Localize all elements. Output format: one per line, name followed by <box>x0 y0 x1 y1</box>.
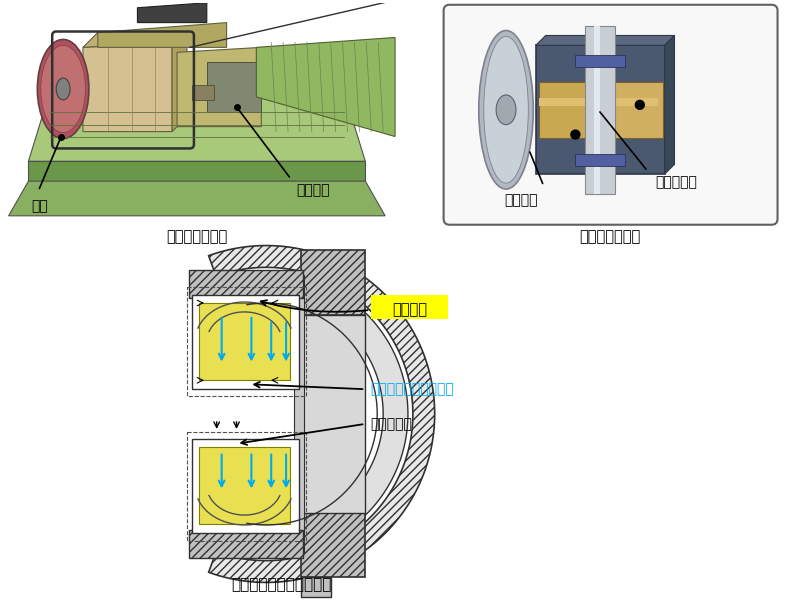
Text: スピンドル: スピンドル <box>655 175 697 189</box>
Bar <box>187 432 306 541</box>
Bar <box>575 55 624 67</box>
Polygon shape <box>83 27 187 48</box>
Bar <box>301 250 365 315</box>
Text: 台地構造: 台地構造 <box>392 303 427 317</box>
Bar <box>192 295 298 389</box>
Bar <box>301 577 330 597</box>
Bar <box>585 26 614 194</box>
Polygon shape <box>98 23 226 48</box>
Bar <box>607 82 662 138</box>
Polygon shape <box>137 3 207 23</box>
Polygon shape <box>256 38 395 136</box>
Ellipse shape <box>478 30 533 189</box>
Text: 研削盤の砂石軸: 研削盤の砂石軸 <box>579 229 640 244</box>
Bar <box>535 46 664 174</box>
Text: 研削盤の砂石台: 研削盤の砂石台 <box>166 229 227 244</box>
Bar <box>538 98 657 106</box>
Text: 溝部の逆流: 溝部の逆流 <box>370 417 411 431</box>
Text: 低損失油静圧軸受の構造: 低損失油静圧軸受の構造 <box>231 577 331 593</box>
Ellipse shape <box>483 37 528 183</box>
Polygon shape <box>209 245 434 582</box>
Polygon shape <box>28 161 365 181</box>
Text: モーター: モーター <box>296 183 329 197</box>
Bar <box>192 85 213 100</box>
Polygon shape <box>83 43 172 132</box>
Bar <box>593 26 599 194</box>
Polygon shape <box>664 35 674 174</box>
Bar <box>538 82 593 138</box>
Text: 静圧軸受: 静圧軸受 <box>504 193 537 207</box>
Bar <box>192 438 298 533</box>
Polygon shape <box>172 27 187 132</box>
Bar <box>188 530 302 558</box>
Ellipse shape <box>41 46 85 133</box>
Polygon shape <box>535 35 674 46</box>
Bar <box>301 315 365 513</box>
Bar <box>188 270 302 298</box>
Polygon shape <box>9 181 385 216</box>
Bar <box>187 287 306 396</box>
Circle shape <box>634 100 643 109</box>
Circle shape <box>570 130 579 139</box>
Ellipse shape <box>38 40 89 138</box>
Polygon shape <box>177 48 261 127</box>
Bar <box>199 446 290 524</box>
FancyBboxPatch shape <box>443 5 776 225</box>
FancyBboxPatch shape <box>371 295 447 319</box>
Bar <box>199 303 290 380</box>
Text: 砂石: 砂石 <box>31 199 48 213</box>
Bar <box>301 513 365 577</box>
Ellipse shape <box>56 78 70 100</box>
Bar <box>575 155 624 166</box>
Bar <box>207 62 261 112</box>
Polygon shape <box>28 97 365 161</box>
Ellipse shape <box>496 95 516 125</box>
Text: 回転軸につれ回る順流: 回転軸につれ回る順流 <box>370 382 453 396</box>
Polygon shape <box>229 272 407 555</box>
Bar <box>294 275 303 553</box>
